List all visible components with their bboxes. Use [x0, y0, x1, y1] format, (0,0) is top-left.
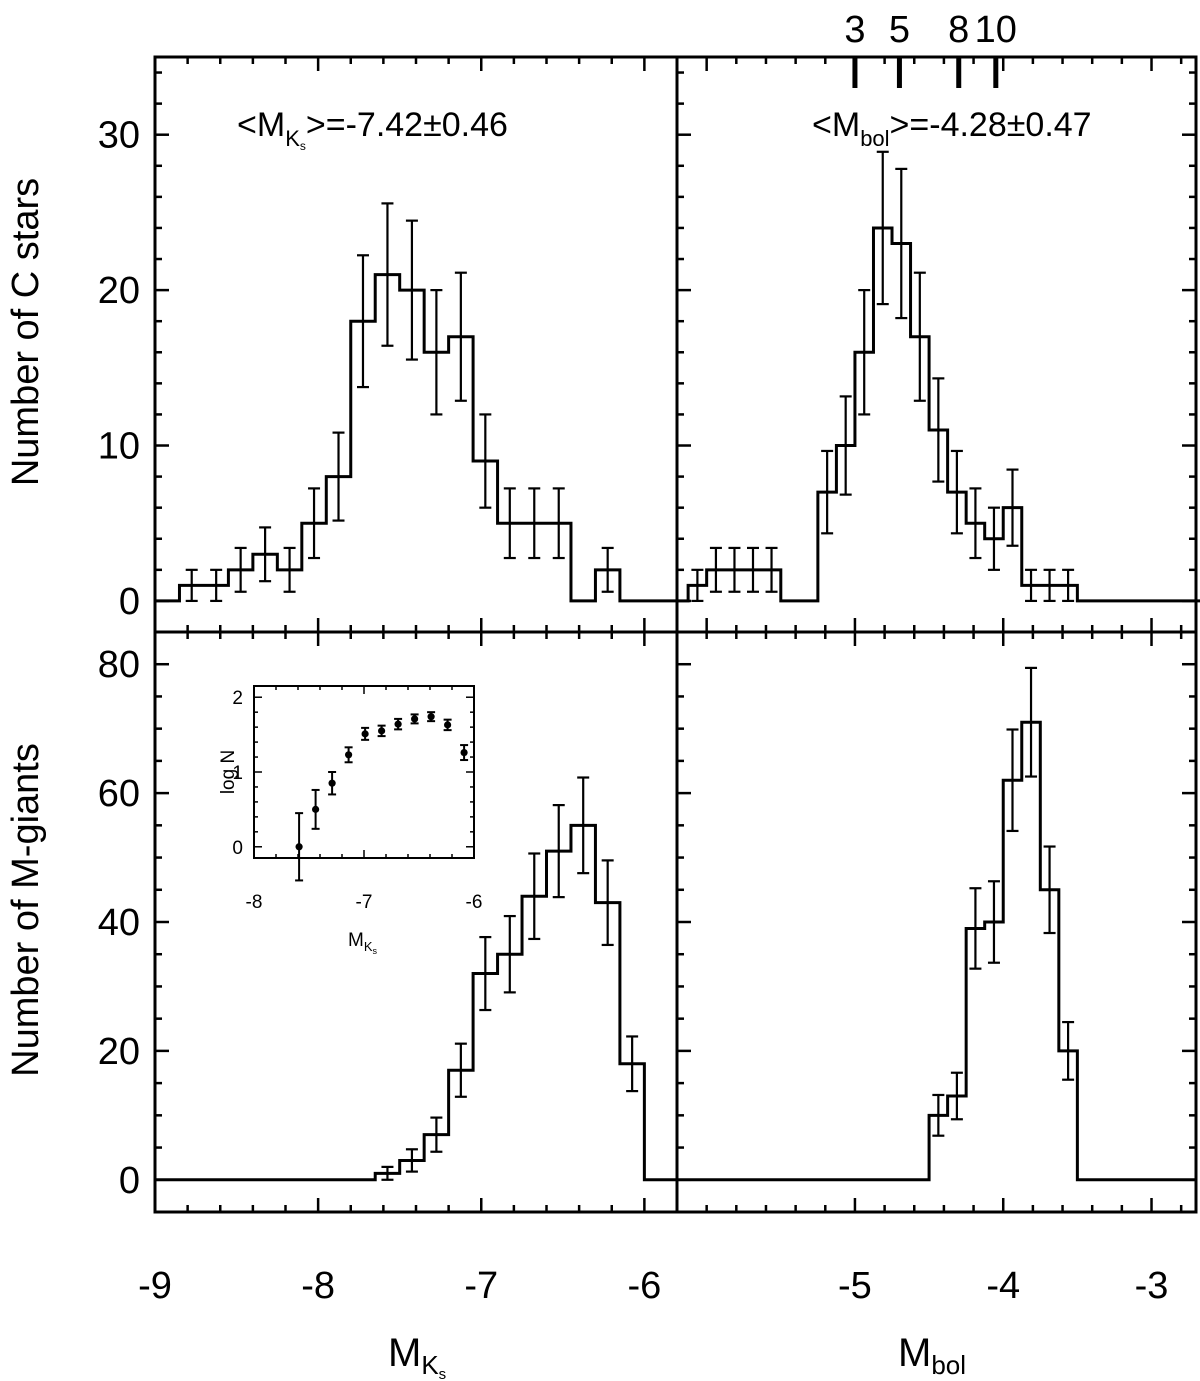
inset-y-tick-label: 2: [232, 688, 243, 709]
inset-point: [427, 713, 435, 721]
y-tick-label: 10: [98, 426, 140, 468]
histogram-m-giants-mbol: [677, 720, 1196, 1182]
mass-tick-label: 5: [889, 9, 910, 51]
y-tick-label: 20: [98, 270, 140, 312]
inset-y-tick-label: 0: [232, 838, 243, 859]
x-tick-label: -6: [627, 1265, 661, 1307]
y-axis-label-bottom: Number of M-giants: [5, 743, 47, 1077]
inset-point: [394, 720, 402, 728]
inset-point: [460, 748, 468, 757]
x-tick-label: -8: [301, 1265, 335, 1307]
inset-point: [444, 721, 452, 729]
y-tick-label: 80: [98, 644, 140, 686]
mass-tick-label: 3: [844, 9, 865, 51]
inset-x-tick-label: -7: [356, 892, 373, 913]
inset-point: [328, 779, 336, 787]
inset-x-tick-label: -6: [466, 892, 483, 913]
y-tick-label: 40: [98, 902, 140, 944]
inset-point: [378, 727, 386, 735]
inset-point: [411, 715, 419, 723]
inset-point: [345, 751, 353, 759]
y-tick-label: 30: [98, 115, 140, 157]
y-tick-label: 0: [119, 1160, 140, 1202]
inset-frame: [253, 685, 475, 859]
x-tick-label: -5: [838, 1265, 872, 1307]
histogram-c-stars-mbol: [677, 226, 1200, 603]
x-axis-label-mks: MKs: [388, 1331, 446, 1381]
inset-point: [361, 730, 369, 738]
inset-point: [295, 843, 303, 851]
x-tick-label: -9: [138, 1265, 172, 1307]
inset-y-tick-label: 1: [232, 763, 243, 784]
inset-x-label: MKs: [348, 930, 378, 956]
y-tick-label: 20: [98, 1031, 140, 1073]
x-tick-label: -7: [464, 1265, 498, 1307]
inset-point: [312, 805, 320, 813]
histogram-c-stars-mks: [155, 273, 677, 603]
y-tick-label: 60: [98, 773, 140, 815]
mass-tick-label: 8: [948, 9, 969, 51]
plot-area: 3 5 8 10 -8 -7 -6 0 1 2: [155, 9, 1200, 1182]
histogram-m-giants-mks: [155, 823, 677, 1182]
y-tick-label: 0: [119, 581, 140, 623]
inset-y-label: log N: [218, 750, 239, 794]
annotation-mean-mks: <MKs>=-7.42±0.46: [237, 106, 508, 153]
x-tick-label: -3: [1135, 1265, 1169, 1307]
y-axis-label-top: Number of C stars: [5, 178, 47, 486]
annotation-mean-mbol: <Mbol>=-4.28±0.47: [812, 106, 1092, 151]
inset-x-tick-label: -8: [246, 892, 263, 913]
x-tick-label: -4: [986, 1265, 1020, 1307]
mass-tick-label: 10: [975, 9, 1017, 51]
x-axis-label-mbol: Mbol: [898, 1331, 966, 1380]
